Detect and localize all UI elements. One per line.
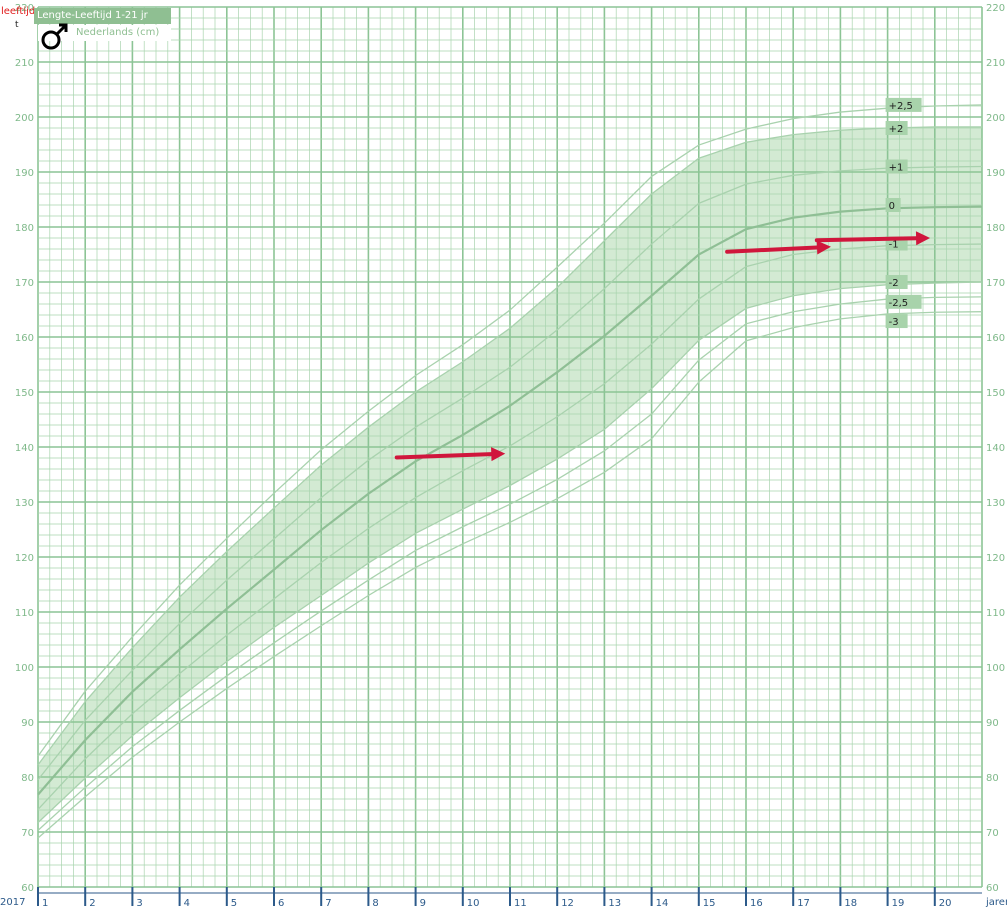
y-tick-label-left: 80 (21, 773, 34, 784)
chart-subtitle: Nederlands (cm) (38, 25, 171, 41)
sd-curve-0 (37, 205, 983, 796)
x-tick-label: 13 (608, 898, 621, 909)
sd-tag-box (885, 275, 908, 289)
arrow-head (816, 240, 831, 255)
y-tick-label-right: 140 (986, 443, 1005, 454)
age-label: leeftijd (1, 6, 36, 17)
x-tick-label: 9 (420, 898, 426, 909)
x-tick-label: 11 (514, 898, 527, 909)
sd-tag-label: -2,5 (889, 298, 909, 309)
x-unit-label: jaren (986, 897, 1007, 908)
y-tick-label-left: 120 (15, 553, 34, 564)
x-tick-label: 16 (750, 898, 763, 909)
sd-tag-label: -1 (889, 240, 899, 251)
y-tick-label-left: 180 (15, 223, 34, 234)
sd-curve-plus2minus5 (37, 104, 983, 757)
y-tick-label-left: 60 (21, 883, 34, 894)
sd-tags: +2,5 +2 +1 0 -1 -2 -2,5 -3 (885, 97, 922, 329)
x-tick-label: 20 (939, 898, 952, 909)
sd-tag-label: -2 (889, 278, 899, 289)
sd-curve-minus3 (37, 311, 983, 839)
x-tick-label: 15 (703, 898, 716, 909)
y-tick-label-right: 110 (986, 608, 1005, 619)
y-tick-label-left: 150 (15, 388, 34, 399)
y-tick-label-left: 160 (15, 333, 34, 344)
sd-tag-box (885, 294, 922, 309)
sd-tag-label: -3 (889, 317, 899, 328)
y-tick-label-left: 170 (15, 278, 34, 289)
x-tick-label: 5 (231, 898, 237, 909)
sd-tag-box (885, 159, 908, 174)
y-tick-label-right: 60 (986, 883, 999, 894)
y-tick-label-left: 140 (15, 443, 34, 454)
y-tick-label-right: 160 (986, 333, 1005, 344)
y-tick-label-left: 210 (15, 58, 34, 69)
y-tick-label-left: 190 (15, 168, 34, 179)
y-tick-label-left: 110 (15, 608, 34, 619)
y-tick-label-right: 100 (986, 663, 1005, 674)
sd-tag-label: +1 (889, 163, 904, 174)
x-tick-label: 3 (136, 898, 142, 909)
year-start-label: 2017 (0, 897, 26, 908)
sd-curves (37, 104, 983, 839)
chart-grid (37, 6, 983, 888)
sd-curve-plus1 (37, 165, 983, 781)
male-symbol-icon (41, 23, 68, 50)
arrow-head (915, 231, 931, 246)
x-tick-label: 7 (325, 898, 331, 909)
x-tick-label: 10 (467, 898, 480, 909)
arrow-shaft (814, 236, 919, 243)
sd-curve-minus1 (37, 243, 983, 810)
arrow-shaft (394, 452, 494, 460)
sd-curve-minus2 (37, 281, 983, 824)
annotation-arrows (394, 231, 931, 462)
y-tick-label-right: 210 (986, 58, 1005, 69)
x-tick-label: 18 (844, 898, 857, 909)
x-tick-label: 17 (797, 898, 810, 909)
corner-mark: t (15, 20, 19, 30)
sd-tag-box (885, 121, 908, 135)
y-tick-label-left: 130 (15, 498, 34, 509)
y-tick-label-left: 90 (21, 718, 34, 729)
x-tick-label: 1 (42, 898, 48, 909)
y-tick-label-right: 180 (986, 223, 1005, 234)
sd-curve-minus2-5 (37, 296, 983, 831)
y-tick-label-right: 70 (986, 828, 999, 839)
y-tick-label-right: 190 (986, 168, 1005, 179)
x-tick-label: 4 (184, 898, 190, 909)
sd-tag-label: 0 (889, 201, 895, 212)
y-tick-label-left: 200 (15, 113, 34, 124)
sd-tag-label: +2,5 (889, 101, 913, 112)
sd-tag-box (885, 198, 901, 212)
x-tick-label: 12 (561, 898, 574, 909)
x-tick-label: 19 (892, 898, 905, 909)
arrow-head (491, 447, 506, 462)
y-tick-label-right: 130 (986, 498, 1005, 509)
x-tick-label: 8 (372, 898, 378, 909)
y-tick-label-right: 150 (986, 388, 1005, 399)
sd-tag-box (885, 97, 922, 112)
y-tick-label-right: 170 (986, 278, 1005, 289)
y-tick-label-right: 80 (986, 773, 999, 784)
y-tick-label-right: 120 (986, 553, 1005, 564)
sd-tag-box (885, 314, 908, 329)
sd-curve-plus2 (37, 126, 982, 766)
x-tick-label: 14 (656, 898, 669, 909)
x-tick-label: 2 (89, 898, 95, 909)
y-tick-label-left: 70 (21, 828, 34, 839)
y-tick-label-right: 90 (986, 718, 999, 729)
y-tick-label-right: 220 (986, 3, 1005, 14)
y-tick-label-left: 100 (15, 663, 34, 674)
y-tick-label-left: 220 (15, 3, 34, 14)
sd-tag-label: +2 (889, 124, 904, 135)
chart-title: Lengte-Leeftijd 1-21 jr (34, 8, 171, 24)
y-tick-label-right: 200 (986, 113, 1005, 124)
arrow-shaft (725, 245, 819, 254)
x-tick-label: 6 (278, 898, 284, 909)
